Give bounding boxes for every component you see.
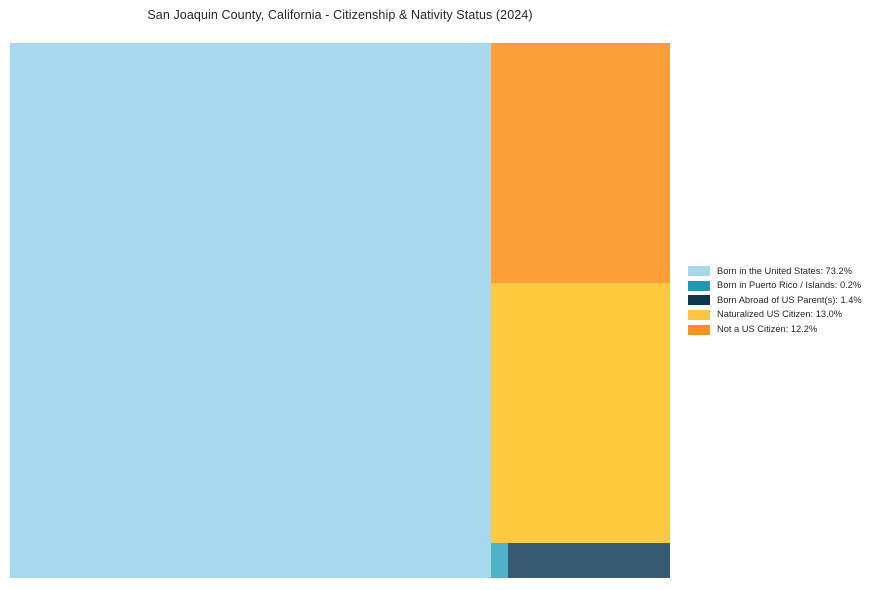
legend-swatch-icon	[688, 324, 710, 335]
chart-title: San Joaquin County, California - Citizen…	[147, 8, 533, 22]
legend-item[interactable]: Born in the United States: 73.2%	[688, 264, 884, 279]
legend-swatch-icon	[688, 295, 710, 306]
legend-swatch-icon	[688, 280, 710, 291]
legend-item-label: Born in the United States: 73.2%	[717, 265, 852, 276]
legend-item-label: Born Abroad of US Parent(s): 1.4%	[717, 294, 862, 305]
treemap-tile[interactable]	[508, 543, 670, 578]
legend-item[interactable]: Naturalized US Citizen: 13.0%	[688, 308, 884, 323]
treemap-tile[interactable]	[491, 543, 508, 578]
legend-item[interactable]: Born in Puerto Rico / Islands: 0.2%	[688, 279, 884, 294]
treemap-tile[interactable]	[491, 43, 670, 283]
legend-item[interactable]: Born Abroad of US Parent(s): 1.4%	[688, 293, 884, 308]
legend-item-label: Born in Puerto Rico / Islands: 0.2%	[717, 280, 862, 291]
legend-swatch-icon	[688, 266, 710, 277]
treemap-tile[interactable]	[10, 43, 491, 578]
legend-item-label: Not a US Citizen: 12.2%	[717, 324, 818, 335]
treemap-plot-area	[10, 43, 670, 578]
legend-swatch-icon	[688, 310, 710, 321]
treemap-tile[interactable]	[491, 283, 670, 543]
chart-legend: Born in the United States: 73.2% Born in …	[688, 264, 884, 337]
legend-item[interactable]: Not a US Citizen: 12.2%	[688, 322, 884, 337]
legend-item-label: Naturalized US Citizen: 13.0%	[717, 309, 843, 320]
